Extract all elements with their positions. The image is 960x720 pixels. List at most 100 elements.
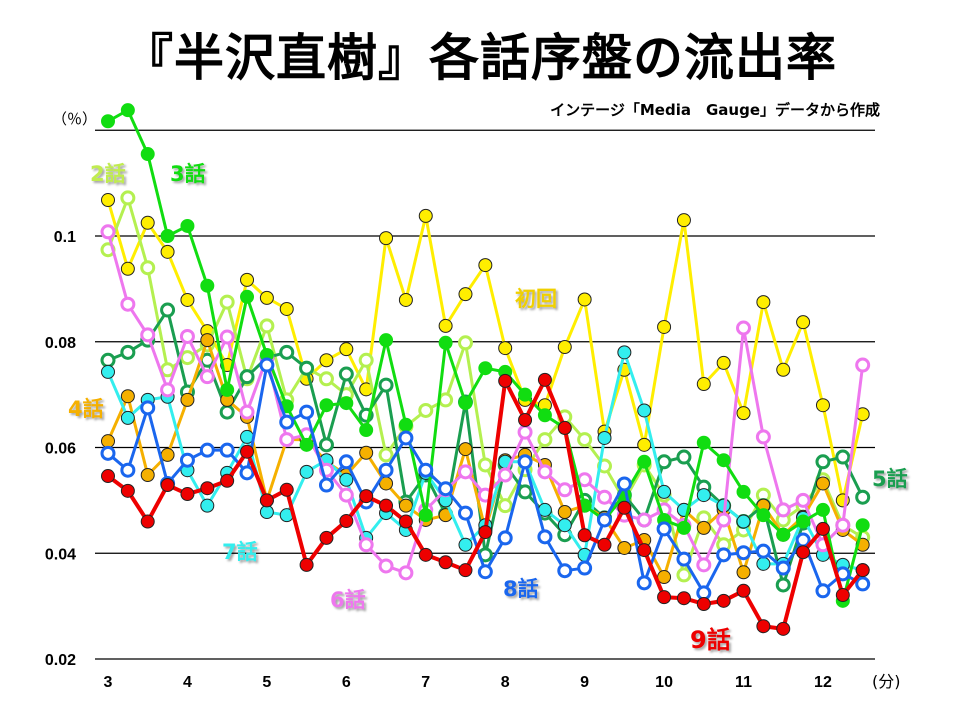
data-point — [220, 473, 235, 488]
data-point — [676, 520, 691, 535]
data-point — [418, 402, 434, 418]
data-point — [577, 432, 593, 448]
data-point — [240, 444, 255, 459]
data-point — [378, 462, 394, 478]
data-point — [160, 447, 175, 462]
data-point — [835, 588, 850, 603]
data-point — [477, 564, 493, 580]
data-point — [279, 482, 294, 497]
data-point — [676, 551, 692, 567]
legend-label-ep4: 4話 — [68, 397, 104, 421]
data-point — [200, 278, 215, 293]
data-point — [438, 318, 453, 333]
data-point — [438, 481, 454, 497]
y-tick-label: 0.06 — [45, 441, 76, 458]
data-point — [498, 341, 513, 356]
data-point — [418, 462, 434, 478]
data-point — [319, 530, 334, 545]
data-point — [696, 435, 711, 450]
data-point — [457, 505, 473, 521]
data-point — [755, 429, 771, 445]
data-point — [696, 377, 711, 392]
data-point — [796, 514, 811, 529]
data-point — [160, 302, 176, 318]
data-point — [219, 442, 235, 458]
data-point — [120, 344, 136, 360]
data-point — [517, 454, 533, 470]
data-point — [497, 530, 513, 546]
data-point — [180, 292, 195, 307]
data-point — [557, 505, 572, 520]
data-point — [140, 215, 155, 230]
data-point — [438, 555, 453, 570]
data-point — [855, 576, 871, 592]
data-point — [339, 396, 354, 411]
series-2 — [100, 190, 871, 583]
data-point — [775, 560, 791, 576]
data-point — [100, 224, 116, 240]
data-point — [696, 520, 711, 535]
chart-subtitle: インテージ「Media Gauge」データから作成 — [550, 101, 880, 119]
data-point — [557, 482, 573, 498]
data-point — [577, 528, 592, 543]
data-point — [478, 525, 493, 540]
series-8 — [100, 357, 871, 601]
data-point — [835, 449, 851, 465]
data-point — [279, 432, 295, 448]
data-point — [458, 442, 473, 457]
data-point — [458, 537, 473, 552]
data-point — [259, 357, 275, 373]
y-tick-label: 0.1 — [54, 229, 76, 246]
data-point — [815, 502, 830, 517]
data-point — [815, 583, 831, 599]
data-point — [557, 420, 572, 435]
data-point — [736, 583, 751, 598]
data-point — [518, 387, 533, 402]
data-point — [636, 575, 652, 591]
data-point — [120, 261, 135, 276]
data-point — [140, 147, 155, 162]
legend-label-ep9: 9話 — [690, 626, 731, 654]
x-tick-label: 11 — [735, 674, 752, 691]
data-point — [637, 437, 652, 452]
data-point — [120, 389, 135, 404]
data-point — [457, 335, 473, 351]
data-point — [577, 560, 593, 576]
data-point — [140, 514, 155, 529]
data-point — [179, 350, 195, 366]
legend-label-ep1: 初回 — [515, 287, 557, 311]
data-point — [736, 514, 751, 529]
data-point — [358, 537, 374, 553]
data-point — [518, 413, 533, 428]
data-point — [696, 557, 712, 573]
data-point — [497, 498, 513, 514]
data-point — [776, 527, 791, 542]
data-point — [498, 373, 513, 388]
data-point — [657, 590, 672, 605]
data-point — [179, 328, 195, 344]
data-point — [180, 487, 195, 502]
data-point — [597, 489, 612, 505]
series-9 — [101, 372, 870, 636]
data-point — [657, 484, 672, 499]
y-axis-label: （％） — [52, 110, 97, 128]
data-point — [418, 508, 433, 523]
data-point — [120, 410, 135, 425]
legend-label-ep3: 3話 — [170, 162, 206, 186]
data-point — [676, 591, 691, 606]
data-point — [656, 521, 672, 537]
data-point — [775, 577, 791, 593]
data-point — [259, 290, 274, 305]
legend-label-ep7: 7話 — [222, 540, 258, 564]
data-point — [379, 333, 394, 348]
legend-label-ep2: 2話 — [90, 162, 126, 186]
data-point — [379, 498, 394, 513]
data-point — [101, 469, 115, 484]
data-point — [617, 500, 632, 515]
data-point — [101, 114, 115, 129]
data-point — [656, 454, 672, 470]
x-tick-label: 4 — [183, 674, 192, 691]
data-point — [299, 557, 314, 572]
data-point — [339, 472, 354, 487]
data-point — [756, 295, 771, 310]
